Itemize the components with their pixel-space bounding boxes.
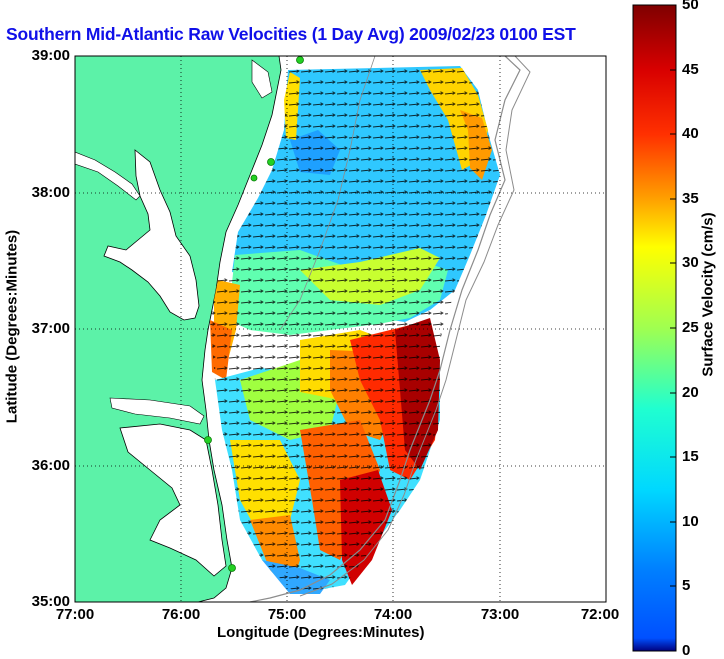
y-tick-label: 36:00: [31, 457, 70, 474]
x-tick-label: 72:00: [580, 606, 620, 623]
y-tick-label: 38:00: [31, 184, 70, 201]
pamlico-sound: [119, 423, 227, 577]
bathymetry-contour: [279, 56, 376, 331]
potomac-river: [75, 151, 141, 201]
y-axis-label: Latitude (Degrees:Minutes): [3, 229, 21, 424]
colorbar-tick-label: 35: [682, 190, 699, 207]
y-tick-label: 35:00: [31, 593, 70, 610]
colorbar-label: Surface Velocity (cm/s): [699, 212, 717, 377]
colorbar: [632, 4, 677, 652]
colorbar-ticks: [670, 4, 676, 587]
colorbar-tick-label: 45: [682, 61, 699, 78]
colorbar-tick-label: 40: [682, 125, 699, 142]
chesapeake-bay: [103, 149, 200, 321]
bathymetry-contour: [299, 56, 531, 597]
colorbar-tick-label: 5: [682, 577, 691, 594]
colorbar-tick-label: 50: [682, 0, 699, 13]
plot-frame: [74, 55, 607, 603]
albemarle-sound: [109, 397, 205, 425]
colorbar-tick-label: 15: [682, 448, 699, 465]
x-tick-label: 76:00: [161, 606, 201, 623]
velocity-field: [210, 66, 500, 594]
x-tick-label: 77:00: [55, 606, 95, 623]
colorbar-tick-label: 20: [682, 384, 699, 401]
bathymetry-contour: [249, 56, 521, 602]
x-tick-label: 73:00: [480, 606, 520, 623]
colorbar-tick-label: 10: [682, 513, 699, 530]
delaware-bay: [251, 59, 273, 99]
grid: [75, 56, 606, 602]
colorbar-tick-label: 25: [682, 319, 699, 336]
x-axis-label: Longitude (Degrees:Minutes): [217, 624, 425, 641]
colorbar-tick-label: 0: [682, 642, 691, 659]
y-tick-label: 39:00: [31, 47, 70, 64]
map-title: Southern Mid-Atlantic Raw Velocities (1 …: [6, 24, 576, 44]
x-tick-label: 74:00: [373, 606, 413, 623]
y-tick-label: 37:00: [31, 320, 70, 337]
radar-station-markers: [204, 56, 304, 572]
x-tick-label: 75:00: [267, 606, 307, 623]
colorbar-tick-label: 30: [682, 254, 699, 271]
